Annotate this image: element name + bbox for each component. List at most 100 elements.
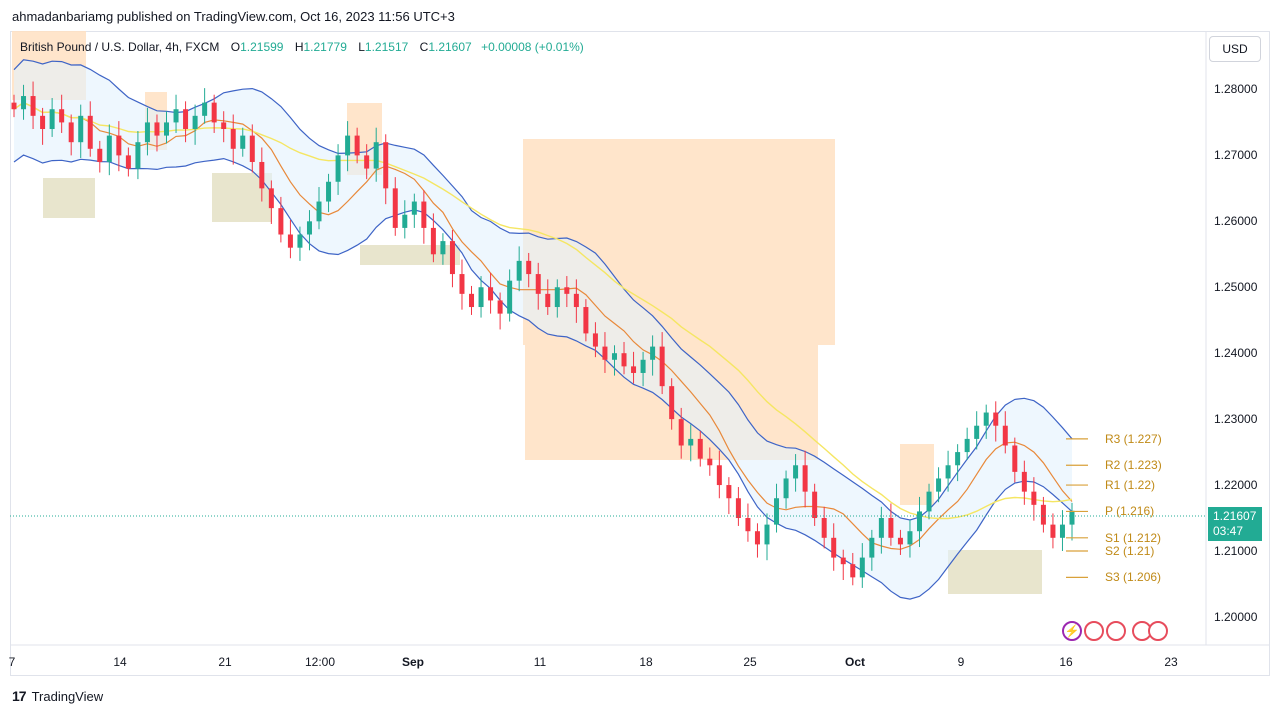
legend-close-key: C [419,40,429,54]
candle-body [831,537,837,558]
uk-flag-icon[interactable] [1106,621,1126,641]
candle-body [650,346,656,360]
time-tick: 12:00 [304,655,336,669]
price-tick: 1.20000 [1214,609,1258,624]
uk-flag-icon[interactable] [1084,621,1104,641]
footer: 17 TradingView [12,688,103,704]
candle-body [621,353,627,367]
moving-average-slow [13,101,1073,520]
candle-body [907,531,913,545]
candle-body [897,537,903,545]
candle-body [1031,491,1037,505]
uk-flag-icon[interactable] [1148,621,1168,641]
candle-body [30,96,36,116]
candle-body [697,438,703,459]
candle-body [888,518,894,538]
candle-body [764,524,770,545]
candle-body [125,155,131,169]
pivot-label: R3 (1.227) [1105,431,1162,446]
candle-body [21,96,27,110]
candle-body [402,214,408,228]
candle-body [611,353,617,360]
price-tick: 1.27000 [1214,148,1258,163]
chart-frame[interactable] [10,31,1270,676]
demand-zone [948,550,1042,594]
price-tick: 1.26000 [1214,214,1258,229]
candle-body [1002,425,1008,446]
candle-body [40,115,46,130]
candle-body [964,438,970,453]
candle-body [669,386,675,420]
candle-body [1021,471,1027,492]
candle-body [726,485,732,499]
candle-body [783,478,789,499]
candle-body [821,518,827,538]
last-price-tag: 1.21607 03:47 [1208,507,1262,541]
candle-body [59,109,65,123]
candle-body [240,135,246,149]
candle-body [592,333,598,347]
candle-body [221,122,227,130]
candle-body [173,109,179,123]
time-tick: Sep [401,655,425,669]
lightning-icon[interactable]: ⚡ [1062,621,1082,641]
candle-body [573,293,579,308]
pivot-label: P (1.216) [1105,504,1155,519]
time-tick: 21 [218,655,232,669]
candle-body [411,201,417,215]
candle-body [497,300,503,314]
candle-body [564,287,570,294]
candle-body [211,102,217,123]
candle-body [392,188,398,228]
candle-body [316,201,322,222]
candle-body [936,478,942,492]
price-tick: 1.24000 [1214,346,1258,361]
candle-body [249,135,255,162]
candle-body [469,293,475,308]
candle-body [164,122,170,136]
price-tick: 1.21000 [1214,543,1258,558]
price-tick: 1.25000 [1214,280,1258,295]
candle-body [440,241,446,255]
candle-body [793,465,799,479]
candle-body [774,498,780,525]
moving-average-fast [13,101,1073,550]
candle-body [144,122,150,143]
candle-body [640,359,646,373]
candle-body [135,142,141,169]
candle-body [449,241,455,275]
candle-body [850,564,856,578]
candle-body [116,135,122,156]
candle-body [183,109,189,130]
currency-button[interactable]: USD [1209,36,1261,62]
bollinger-lower [13,154,1073,600]
candle-body [154,122,160,136]
candle-body [688,438,694,446]
candle-body [478,287,484,308]
candle-body [945,465,951,479]
candle-body [955,452,961,466]
candle-body [507,280,513,314]
candle-body [297,234,303,248]
candle-body [306,221,312,235]
pivot-label: S3 (1.206) [1105,570,1162,585]
candle-body [545,293,551,308]
candle-body [1012,445,1018,472]
pivot-label: S2 (1.21) [1105,543,1155,558]
candle-body [259,161,265,189]
pivot-label: S1 (1.212) [1105,530,1162,545]
candle-body [812,491,818,519]
candle-body [87,115,93,149]
candle-body [554,287,560,308]
legend-low: 1.21517 [364,40,409,54]
footer-brand[interactable]: TradingView [31,688,104,704]
candle-body [11,102,17,110]
candle-body [516,260,522,281]
candle-body [535,274,541,294]
candle-body [983,412,989,426]
candle-body [230,129,236,149]
price-tick: 1.22000 [1214,478,1258,493]
time-tick: 7 [8,655,16,669]
tradingview-logo-icon[interactable]: 17 [12,688,27,704]
